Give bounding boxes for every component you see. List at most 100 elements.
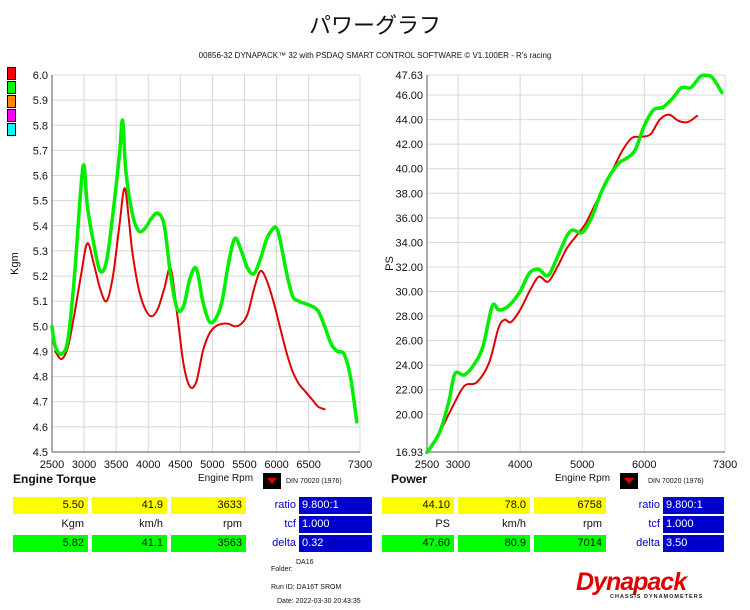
power-rpm-1: 6758 [534,497,606,514]
torque-y-tick-label: 4.8 [33,372,48,384]
torque-speed-2: 41.1 [92,535,167,552]
torque-x-tick-label: 5500 [232,459,256,471]
power-chart: 2500 3000 4000 5000 6000 7300 47.63 46.00 44.00 4… [384,70,737,471]
torque-value-2: 5.82 [13,535,88,552]
power-y-tick-label: 47.63 [395,70,423,82]
power-y-tick-label: 46.00 [395,90,423,102]
torque-unit-kgm: Kgm [61,518,84,530]
power-y-tick-label: 24.00 [395,360,423,372]
torque-x-tick-label: 6000 [264,459,288,471]
torque-ratio-field[interactable]: 9.800:1 [299,497,372,514]
run-id: Run ID: DA16T SROM [271,584,342,591]
torque-y-tick-label: 5.8 [33,120,48,132]
torque-y-tick-label: 5.1 [33,296,48,308]
power-series-green-line [425,73,724,455]
torque-y-tick-label: 4.5 [33,447,48,459]
power-y-tick-label: 26.00 [395,336,423,348]
power-x-tick-label: 7300 [713,459,737,471]
power-x-tick-label: 5000 [570,459,594,471]
power-value-2: 47.60 [382,535,454,552]
power-x-tick-label: 2500 [415,459,439,471]
torque-y-tick-label: 5.9 [33,95,48,107]
torque-x-tick-label: 5000 [200,459,224,471]
torque-chart: 2500 3000 3500 4000 4500 5000 5500 6000 6500 7300… [9,70,372,471]
power-unit-kmh: km/h [502,518,526,530]
power-y-tick-label: 30.00 [395,286,423,298]
torque-unit-kmh: km/h [139,518,163,530]
power-din-label: DIN 70020 (1976) [648,478,704,485]
power-ratio-field[interactable]: 9.800:1 [663,497,724,514]
torque-y-axis-label: Kgm [9,252,21,275]
torque-rpm-dropdown-button[interactable] [263,473,281,489]
power-rpm-dropdown-button[interactable] [620,473,638,489]
torque-x-tick-label: 6500 [296,459,320,471]
torque-x-tick-label: 4000 [136,459,160,471]
torque-x-tick-label: 2500 [40,459,64,471]
torque-rpm-header: Engine Rpm [198,473,254,484]
page-title: パワーグラフ [308,14,441,39]
power-y-tick-label: 32.00 [395,262,423,274]
power-y-tick-label: 40.00 [395,164,423,176]
run-date: Date: 2022-03-30 20:43:35 [277,598,361,605]
torque-y-tick-label: 4.9 [33,346,48,358]
power-rpm-header: Engine Rpm [555,473,611,484]
power-speed-1: 78.0 [458,497,530,514]
swatch-orange[interactable] [7,95,16,108]
power-y-tick-label: 44.00 [395,115,423,127]
power-y-tick-label: 34.00 [395,237,423,249]
power-delta-field[interactable]: 3.50 [663,535,724,552]
torque-series-red-line [54,187,326,411]
series-swatches [7,67,16,136]
power-x-tick-label: 6000 [632,459,656,471]
torque-y-tick-label: 4.6 [33,422,48,434]
torque-tcf-field[interactable]: 1.000 [299,516,372,533]
power-ratio-label: ratio [638,499,660,511]
power-series-red-line [426,113,699,454]
power-tcf-field[interactable]: 1.000 [663,516,724,533]
torque-din-label: DIN 70020 (1976) [286,478,342,485]
dynapack-logo: Dynapack [576,568,687,596]
torque-ratio-label: ratio [274,499,296,511]
power-rpm-2: 7014 [534,535,606,552]
swatch-cyan[interactable] [7,123,16,136]
power-x-tick-label: 4000 [508,459,532,471]
torque-y-tick-label: 6.0 [33,70,48,82]
power-y-tick-label: 22.00 [395,385,423,397]
power-unit-ps: PS [435,518,450,530]
torque-y-tick-label: 5.2 [33,271,48,283]
torque-y-tick-label: 5.5 [33,196,48,208]
torque-unit-rpm: rpm [223,518,242,530]
torque-y-tick-label: 5.0 [33,321,48,333]
power-x-tick-label: 3000 [446,459,470,471]
power-y-tick-label: 28.00 [395,311,423,323]
folder-value: DA16 [296,559,314,566]
torque-delta-label: delta [272,537,296,549]
torque-delta-field[interactable]: 0.32 [299,535,372,552]
torque-y-tick-label: 5.4 [33,221,48,233]
power-y-tick-label: 36.00 [395,213,423,225]
swatch-magenta[interactable] [7,109,16,122]
software-subtitle: 00856-32 DYNAPACK™ 32 with PSDAQ SMART C… [198,51,552,60]
power-y-tick-label: 42.00 [395,139,423,151]
power-y-axis-label: PS [384,256,396,271]
swatch-green[interactable] [7,81,16,94]
power-y-tick-label: 20.00 [395,409,423,421]
torque-x-tick-label: 3500 [104,459,128,471]
power-value-1: 44.10 [382,497,454,514]
torque-y-tick-label: 5.3 [33,246,48,258]
power-y-tick-label: 38.00 [395,188,423,200]
power-tcf-label: tcf [648,518,660,530]
power-panel-header: Power [391,472,428,486]
power-y-tick-label: 16.93 [395,447,423,459]
torque-y-tick-label: 5.6 [33,171,48,183]
torque-value-1: 5.50 [13,497,88,514]
dynapack-logo-tagline: CHASSIS DYNAMOMETERS [610,594,704,600]
torque-y-tick-label: 4.7 [33,397,48,409]
torque-x-tick-label: 4500 [168,459,192,471]
torque-rpm-2: 3563 [171,535,246,552]
torque-y-tick-label: 5.7 [33,145,48,157]
torque-x-tick-label: 3000 [72,459,96,471]
torque-panel-header: Engine Torque [13,472,97,486]
power-delta-label: delta [636,537,660,549]
swatch-red[interactable] [7,67,16,80]
